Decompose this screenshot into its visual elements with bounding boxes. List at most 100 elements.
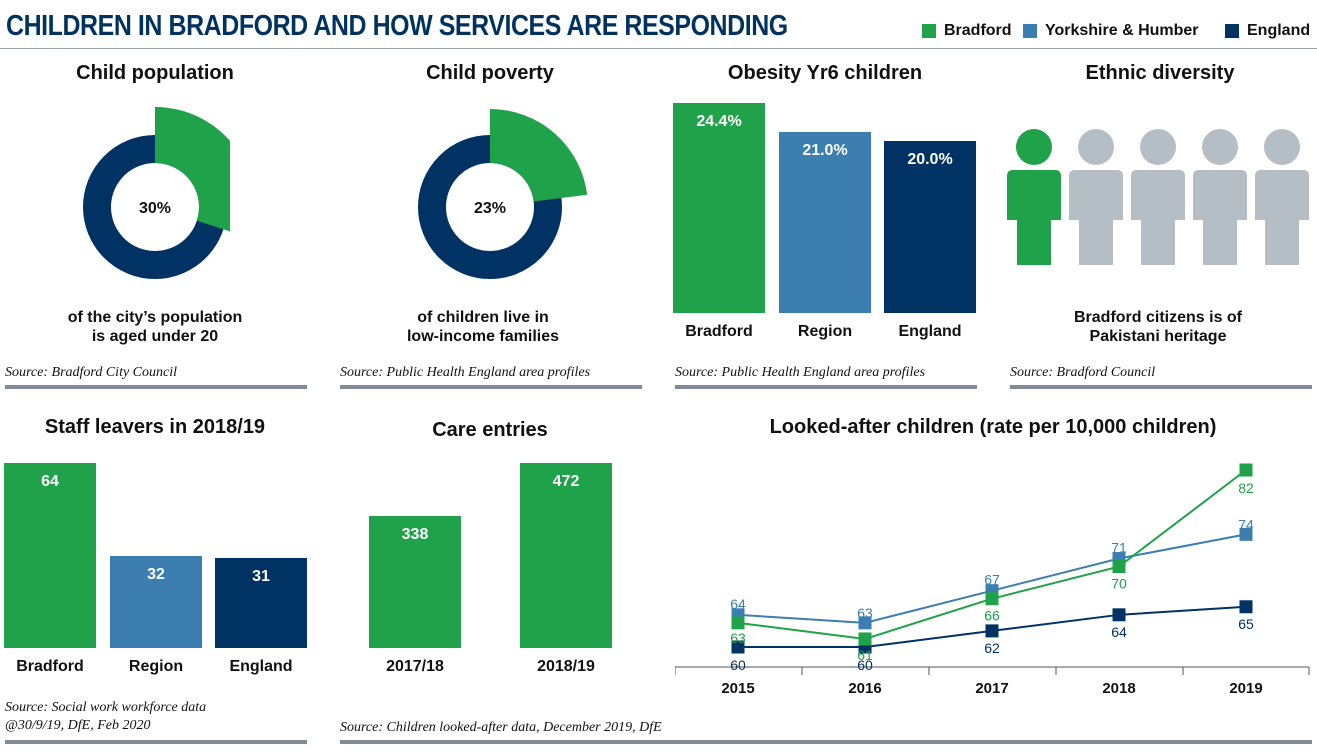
person-body bbox=[1069, 170, 1123, 265]
person-icon bbox=[1131, 129, 1185, 265]
point-bradford-2017 bbox=[985, 592, 999, 606]
legend-item-region: Yorkshire & Humber bbox=[1023, 22, 1199, 40]
child-poverty-donut-group bbox=[418, 109, 588, 279]
data-label-region-2019: 74 bbox=[1238, 516, 1254, 532]
point-england-2018 bbox=[1112, 608, 1126, 622]
staff-source-line2: @30/9/19, DfE, Feb 2020 bbox=[5, 718, 151, 733]
donut-highlight-slice bbox=[490, 109, 588, 202]
obesity-bar-value-3: 20.0% bbox=[907, 150, 953, 168]
obesity-title: Obesity Yr6 children bbox=[727, 62, 923, 84]
care-bar-chart: 338 2017/18 472 2018/19 bbox=[340, 448, 640, 675]
lac-line-chart: 2015 2016 2017 2018 2019 60 60 62 64 65 64 63 67 71 74… bbox=[675, 463, 1310, 697]
child-population-donut-group bbox=[83, 107, 230, 279]
point-england-2017 bbox=[985, 624, 999, 638]
staff-rule bbox=[5, 740, 307, 744]
point-bradford-2015 bbox=[731, 616, 745, 630]
staff-category-3: England bbox=[229, 658, 293, 675]
child-poverty-title: Child poverty bbox=[426, 62, 554, 84]
person-icon bbox=[1255, 129, 1309, 265]
staff-category-2: Region bbox=[128, 658, 184, 675]
ethnic-caption-line1: Bradford citizens is of bbox=[1073, 309, 1243, 326]
data-label-bradford-2018: 70 bbox=[1111, 576, 1127, 592]
x-tick-label-2018: 2018 bbox=[1102, 680, 1135, 697]
care-category-2: 2018/19 bbox=[537, 658, 595, 675]
person-head bbox=[1202, 129, 1238, 165]
obesity-bar-1: 24.4% bbox=[673, 103, 765, 313]
care-bar-1: 338 bbox=[369, 515, 461, 648]
data-label-bradford-2016: 61 bbox=[857, 647, 873, 663]
legend-item-bradford: Bradford bbox=[922, 22, 1012, 40]
care-source: Source: Children looked-after data, Dece… bbox=[340, 720, 662, 735]
person-body bbox=[1007, 170, 1061, 265]
child-population-title: Child population bbox=[76, 62, 234, 84]
person-head bbox=[1016, 129, 1052, 165]
staff-category-1: Bradford bbox=[16, 658, 84, 675]
bottom-rule bbox=[340, 740, 1312, 744]
data-label-england-2019: 65 bbox=[1238, 616, 1254, 632]
lac-title: Looked-after children (rate per 10,000 c… bbox=[769, 416, 1217, 438]
child-poverty-value: 23% bbox=[474, 200, 506, 217]
person-icon bbox=[1069, 129, 1123, 265]
staff-bar-value-3: 31 bbox=[252, 568, 270, 586]
point-region-2016 bbox=[858, 616, 872, 630]
person-icon bbox=[1193, 129, 1247, 265]
staff-bar-3: 31 bbox=[215, 558, 307, 648]
child-poverty-caption-line1: of children live in bbox=[417, 309, 549, 326]
data-label-bradford-2017: 66 bbox=[984, 608, 1000, 624]
data-label-bradford-2019: 82 bbox=[1238, 480, 1254, 496]
point-england-2015 bbox=[731, 640, 745, 654]
person-body bbox=[1193, 170, 1247, 265]
data-label-region-2015: 64 bbox=[730, 596, 746, 612]
legend-label-bradford: Bradford bbox=[944, 22, 1012, 39]
x-tick-label-2019: 2019 bbox=[1229, 680, 1262, 697]
data-label-region-2018: 71 bbox=[1111, 540, 1127, 556]
person-body bbox=[1255, 170, 1309, 265]
child-population-caption-line1: of the city’s population bbox=[67, 309, 243, 326]
obesity-bar-value-1: 24.4% bbox=[696, 113, 742, 130]
x-tick-label-2016: 2016 bbox=[848, 680, 881, 697]
staff-source-line1: Source: Social work workforce data bbox=[5, 700, 207, 715]
staff-bar-chart: 64 Bradford 32 Region 31 England bbox=[4, 448, 308, 675]
care-category-1: 2017/18 bbox=[386, 658, 444, 675]
person-head bbox=[1078, 129, 1114, 165]
child-population-donut: 30% bbox=[83, 107, 230, 279]
child-poverty-donut: 23% bbox=[418, 109, 588, 279]
care-bar-2: 472 bbox=[520, 463, 612, 648]
child-poverty-rule bbox=[340, 385, 642, 389]
obesity-category-2: Region bbox=[797, 323, 853, 340]
point-bradford-2019 bbox=[1239, 463, 1253, 477]
point-england-2019 bbox=[1239, 600, 1253, 614]
care-title: Care entries bbox=[432, 419, 548, 441]
ethnic-title: Ethnic diversity bbox=[1085, 62, 1235, 84]
person-head bbox=[1264, 129, 1300, 165]
point-bradford-2018 bbox=[1112, 560, 1126, 574]
point-region-2019 bbox=[1239, 527, 1253, 541]
legend-swatch-region bbox=[1023, 24, 1037, 38]
care-bar-value-2: 472 bbox=[552, 473, 580, 490]
ethnic-source: Source: Bradford Council bbox=[1010, 365, 1156, 380]
child-population-caption-line2: is aged under 20 bbox=[91, 328, 219, 345]
legend-item-england: England bbox=[1225, 22, 1310, 40]
child-poverty-caption-line2: low-income families bbox=[406, 328, 560, 345]
legend-swatch-england bbox=[1225, 24, 1239, 38]
child-poverty-caption: of children live in low-income families bbox=[333, 308, 633, 346]
legend-label-region: Yorkshire & Humber bbox=[1045, 22, 1199, 39]
legend-swatch-bradford bbox=[922, 24, 936, 38]
data-label-england-2016: 60 bbox=[857, 657, 873, 673]
data-label-england-2017: 62 bbox=[984, 640, 1000, 656]
staff-bar-2: 32 bbox=[110, 555, 202, 648]
ethnic-people-row bbox=[1005, 128, 1315, 268]
data-label-bradford-2015: 63 bbox=[730, 630, 746, 646]
person-body bbox=[1131, 170, 1185, 265]
child-poverty-source: Source: Public Health England area profi… bbox=[340, 365, 591, 380]
x-tick-label-2015: 2015 bbox=[721, 680, 754, 697]
data-label-region-2017: 67 bbox=[984, 572, 1000, 588]
x-tick-label-2017: 2017 bbox=[975, 680, 1008, 697]
care-bar-value-1: 338 bbox=[401, 525, 429, 543]
title-divider bbox=[0, 48, 1317, 49]
obesity-bar-chart: 24.4% Bradford 21.0% Region 20.0% England bbox=[673, 95, 977, 340]
data-label-region-2016: 63 bbox=[857, 605, 873, 621]
data-label-england-2018: 64 bbox=[1111, 624, 1127, 640]
obesity-bar-2: 21.0% bbox=[779, 132, 871, 313]
person-head bbox=[1140, 129, 1176, 165]
